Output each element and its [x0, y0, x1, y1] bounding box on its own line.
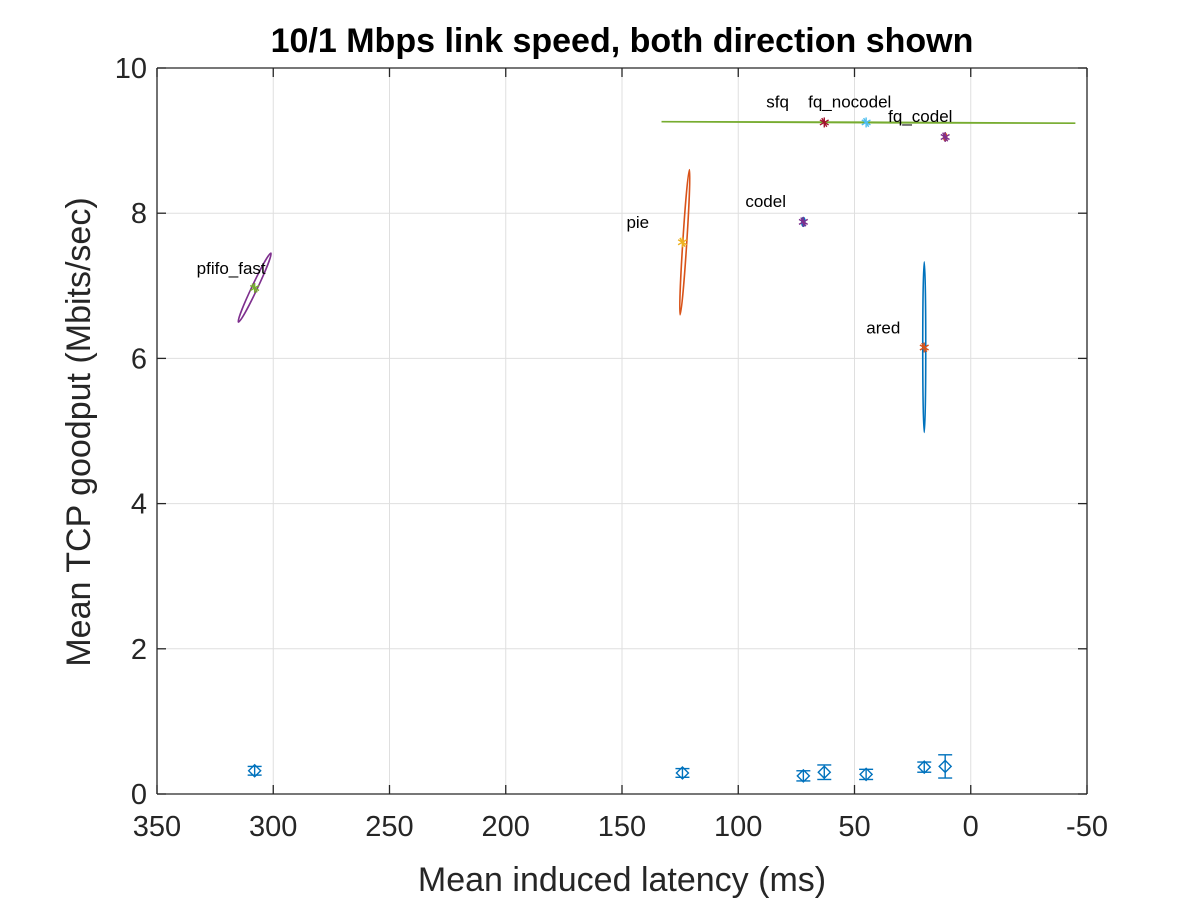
y-tick-label: 6	[131, 343, 147, 375]
data-point-codel	[798, 216, 809, 227]
y-axis-label: Mean TCP goodput (Mbits/sec)	[60, 197, 98, 666]
x-tick-label: 250	[365, 811, 413, 843]
diamond-marker	[675, 765, 690, 780]
marker-stroke	[679, 237, 686, 247]
diamond-marker	[938, 759, 953, 774]
x-axis-label: Mean induced latency (ms)	[418, 861, 826, 899]
upload-point	[796, 768, 811, 783]
data-point-pie	[677, 237, 688, 248]
data-point-fq_codel	[940, 131, 950, 142]
upload-point	[859, 767, 874, 782]
point-label-sfq: sfq	[766, 92, 789, 111]
point-label-fq_codel: fq_codel	[888, 107, 952, 126]
marker-stroke	[921, 342, 928, 353]
tick-labels: 350 300 250 200 150 100 50 0 -50 0 2 4 6 8 10	[115, 53, 1108, 843]
marker-stroke	[800, 217, 807, 227]
marker-stroke	[251, 283, 258, 293]
x-tick-label: -50	[1066, 811, 1108, 843]
point-labels: pfifo_fast pie codel sfq fq_nocodelfq_codela…	[197, 92, 953, 337]
data-point-ared	[919, 342, 929, 353]
confidence-ellipse-sfq	[660, 120, 1077, 125]
x-tick-label: 150	[598, 811, 646, 843]
diamond-marker	[859, 767, 874, 782]
point-label-codel: codel	[745, 192, 786, 211]
y-tick-label: 0	[131, 779, 147, 811]
upload-point	[247, 763, 262, 778]
x-tick-label: 50	[838, 811, 870, 843]
x-tick-label: 0	[963, 811, 979, 843]
marker-stroke	[821, 117, 828, 128]
point-label-pie: pie	[626, 213, 649, 232]
x-tick-label: 200	[482, 811, 530, 843]
marker-stroke	[863, 117, 870, 128]
series	[237, 117, 1077, 783]
y-tick-label: 8	[131, 198, 147, 230]
x-tick-label: 300	[249, 811, 297, 843]
y-tick-label: 10	[115, 53, 147, 85]
grid	[156, 67, 1088, 795]
point-label-pfifo_fast: pfifo_fast	[197, 259, 266, 278]
diamond-marker	[247, 763, 262, 778]
diamond-marker	[917, 760, 932, 775]
data-point-pfifo_fast	[249, 282, 260, 293]
x-tick-label: 100	[714, 811, 762, 843]
x-tick-label: 350	[133, 811, 181, 843]
upload-point	[817, 764, 832, 781]
upload-point	[675, 765, 690, 780]
upload-point	[938, 754, 953, 779]
y-tick-label: 4	[131, 489, 147, 521]
chart-title: 10/1 Mbps link speed, both direction sho…	[271, 22, 974, 60]
upload-point	[917, 760, 932, 775]
diamond-marker	[796, 768, 811, 783]
point-label-ared: ared	[866, 319, 900, 338]
axes	[156, 67, 1088, 795]
y-tick-label: 2	[131, 634, 147, 666]
data-point-sfq	[819, 117, 829, 128]
data-point-fq_nocodel	[861, 117, 871, 128]
marker-stroke	[942, 132, 949, 142]
point-label-fq_nocodel: fq_nocodel	[808, 92, 891, 111]
diamond-marker	[817, 765, 832, 780]
